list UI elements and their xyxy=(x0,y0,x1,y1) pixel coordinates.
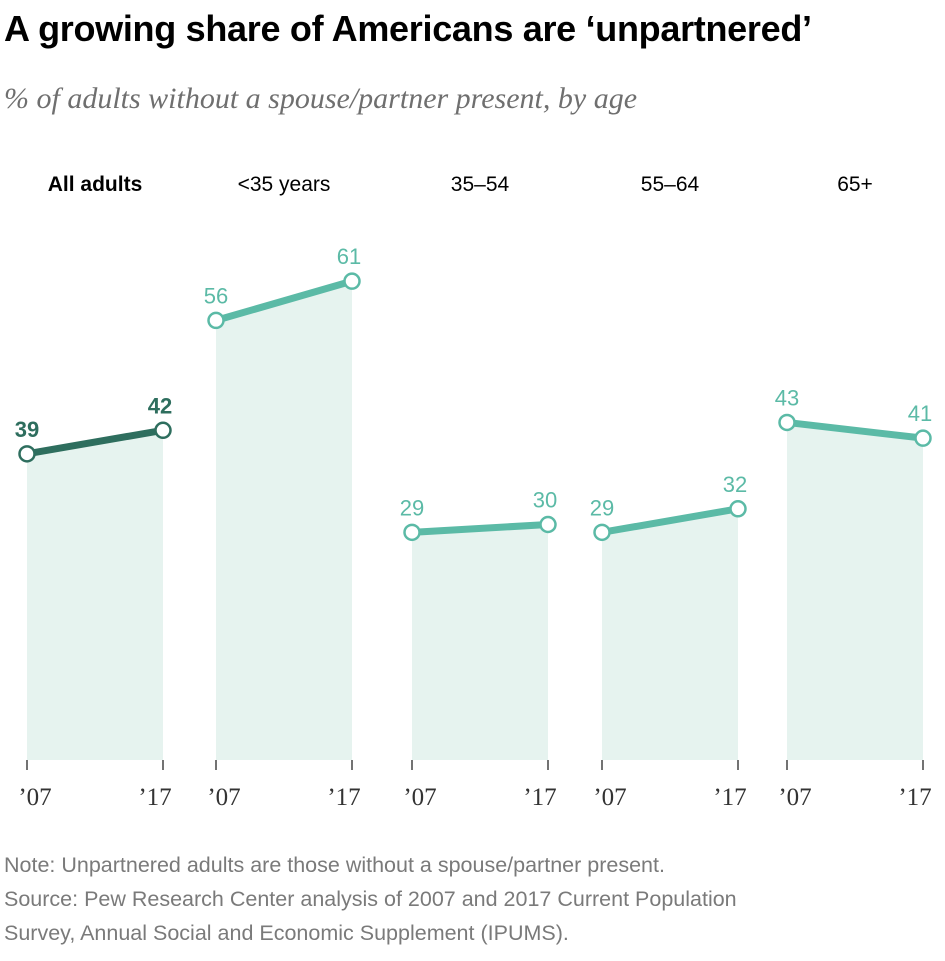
panel-area xyxy=(412,524,548,760)
x-tick-label: ’17 xyxy=(898,784,931,811)
panel-label: <35 years xyxy=(238,173,331,196)
x-tick-label: ’17 xyxy=(327,784,360,811)
data-point xyxy=(343,272,361,290)
x-tick-label: ’07 xyxy=(18,784,51,811)
small-multiples-chart: All adults ’07 ’17 39 42 <35 years ’07 ’17 56 61 3… xyxy=(15,173,932,811)
panel-label: 65+ xyxy=(837,173,873,196)
x-tick-label: ’17 xyxy=(138,784,171,811)
footer-note: Note: Unpartnered adults are those witho… xyxy=(4,853,665,877)
data-point xyxy=(729,500,747,518)
x-tick-label: ’17 xyxy=(523,784,556,811)
data-point xyxy=(593,523,611,542)
chart-title: A growing share of Americans are ‘unpart… xyxy=(4,8,812,49)
series-line xyxy=(408,521,552,536)
data-label: 61 xyxy=(337,244,361,269)
data-label: 29 xyxy=(590,495,614,520)
data-point xyxy=(778,413,796,432)
x-tick-label: ’17 xyxy=(713,784,746,811)
chart-footer: Note: Unpartnered adults are those witho… xyxy=(4,848,934,950)
panel-area xyxy=(787,422,923,760)
data-label: 41 xyxy=(908,401,932,426)
panel-label: 55–64 xyxy=(641,173,700,196)
data-label: 32 xyxy=(723,472,747,497)
data-label: 29 xyxy=(400,495,424,520)
data-label: 43 xyxy=(775,385,799,410)
data-label: 39 xyxy=(15,417,39,442)
x-tick-label: ’07 xyxy=(403,784,436,811)
series-line xyxy=(212,277,356,324)
footer-source-line-1: Source: Pew Research Center analysis of … xyxy=(4,887,737,911)
data-label: 30 xyxy=(533,488,557,513)
data-label: 56 xyxy=(204,283,228,308)
x-tick-label: ’07 xyxy=(778,784,811,811)
footer-source-line-2: Survey, Annual Social and Economic Suppl… xyxy=(4,921,569,945)
x-tick-label: ’07 xyxy=(593,784,626,811)
data-point xyxy=(154,421,172,440)
panel-area xyxy=(602,508,738,760)
panel-label: 35–54 xyxy=(451,173,510,196)
data-point xyxy=(914,429,932,447)
chart-subtitle: % of adults without a spouse/partner pre… xyxy=(4,82,638,115)
panel-label: All adults xyxy=(48,173,143,196)
panel-area xyxy=(216,281,352,760)
data-point xyxy=(207,311,225,330)
data-point xyxy=(18,445,36,463)
x-tick-label: ’07 xyxy=(207,784,240,811)
panel-area xyxy=(27,430,163,760)
series-line xyxy=(783,418,927,442)
series-line xyxy=(598,505,742,536)
data-point xyxy=(539,515,557,534)
data-label: 42 xyxy=(148,393,172,418)
data-point xyxy=(403,523,421,542)
series-line xyxy=(23,426,167,458)
